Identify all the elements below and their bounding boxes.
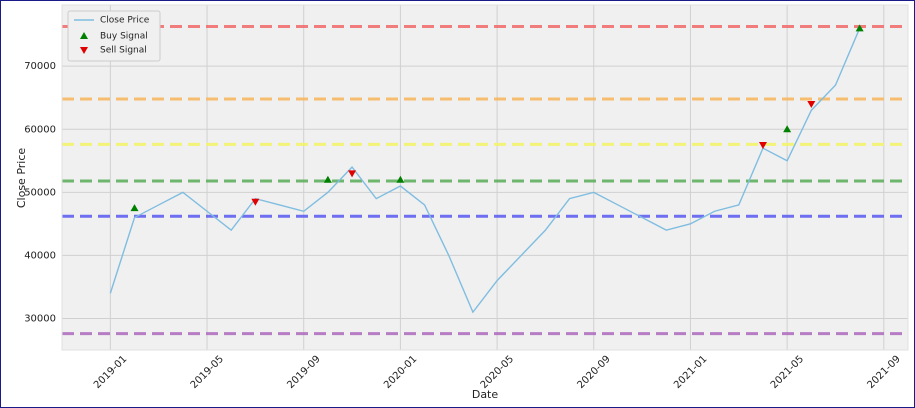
signal-marker	[396, 175, 405, 183]
y-tick-label: 40000	[24, 250, 56, 261]
legend: Close Price Buy Signal Sell Signal	[67, 10, 161, 62]
legend-swatch	[80, 32, 88, 39]
legend-label: Close Price	[100, 16, 150, 26]
marks	[62, 24, 908, 336]
signal-marker	[323, 175, 332, 183]
y-tick-label: 60000	[24, 124, 56, 135]
y-tick-label: 70000	[24, 61, 56, 72]
x-axis-label: Date	[472, 388, 499, 401]
signal-marker	[758, 142, 767, 150]
y-tick-label: 50000	[24, 187, 56, 198]
signal-marker	[807, 101, 816, 109]
signal-marker	[855, 24, 864, 32]
y-tick-label: 30000	[24, 313, 56, 324]
plot-border	[61, 4, 909, 351]
y-axis-label: Close Price	[15, 148, 28, 209]
legend-swatch	[80, 47, 88, 54]
legend-label: Buy Signal	[100, 32, 148, 42]
price-line	[109, 28, 861, 314]
signal-marker	[348, 170, 357, 178]
signal-marker	[130, 204, 139, 212]
legend-label: Sell Signal	[100, 46, 147, 56]
signal-marker	[251, 198, 260, 206]
legend-box	[67, 10, 161, 62]
signal-marker	[783, 125, 792, 133]
plot-area	[62, 5, 908, 350]
